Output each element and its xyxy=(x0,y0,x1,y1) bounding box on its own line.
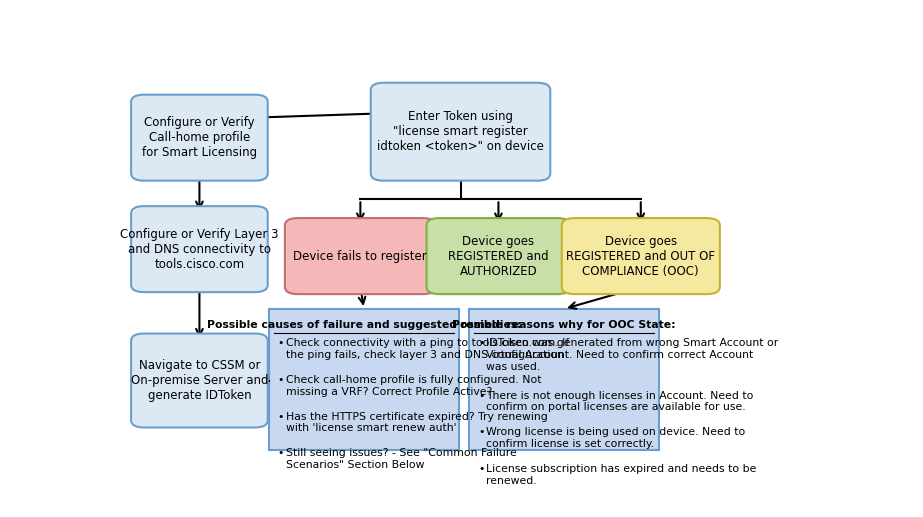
Text: Device goes
REGISTERED and
AUTHORIZED: Device goes REGISTERED and AUTHORIZED xyxy=(449,235,549,278)
FancyBboxPatch shape xyxy=(131,206,268,292)
FancyBboxPatch shape xyxy=(131,333,268,428)
Text: License subscription has expired and needs to be
renewed.: License subscription has expired and nee… xyxy=(485,464,756,485)
FancyBboxPatch shape xyxy=(562,218,720,294)
Text: •: • xyxy=(278,448,284,458)
FancyBboxPatch shape xyxy=(371,83,550,180)
Text: •: • xyxy=(278,375,284,385)
FancyBboxPatch shape xyxy=(131,95,268,180)
Text: Configure or Verify Layer 3
and DNS connectivity to
tools.cisco.com: Configure or Verify Layer 3 and DNS conn… xyxy=(120,227,279,270)
Text: Check call-home profile is fully configured. Not
missing a VRF? Correct Profile : Check call-home profile is fully configu… xyxy=(285,375,541,397)
FancyBboxPatch shape xyxy=(426,218,570,294)
FancyBboxPatch shape xyxy=(470,309,659,450)
Text: •: • xyxy=(478,428,485,437)
Text: Check connectivity with a ping to tools.cisco.com. If
the ping fails, check laye: Check connectivity with a ping to tools.… xyxy=(285,338,569,360)
Text: Device fails to register: Device fails to register xyxy=(294,250,427,263)
Text: •: • xyxy=(278,338,284,348)
Text: Wrong license is being used on device. Need to
confirm license is set correctly.: Wrong license is being used on device. N… xyxy=(485,428,745,449)
Text: IDToken was generated from wrong Smart Account or
Virtual Account. Need to confi: IDToken was generated from wrong Smart A… xyxy=(485,338,778,372)
FancyBboxPatch shape xyxy=(270,309,459,450)
Text: •: • xyxy=(478,464,485,474)
Text: •: • xyxy=(478,391,485,401)
Text: Possible reasons why for OOC State:: Possible reasons why for OOC State: xyxy=(452,320,676,330)
Text: Still seeing issues? - See "Common Failure
Scenarios" Section Below: Still seeing issues? - See "Common Failu… xyxy=(285,448,516,470)
FancyBboxPatch shape xyxy=(285,218,436,294)
Text: Has the HTTPS certificate expired? Try renewing
with 'license smart renew auth': Has the HTTPS certificate expired? Try r… xyxy=(285,412,547,433)
Text: There is not enough licenses in Account. Need to
confirm on portal licenses are : There is not enough licenses in Account.… xyxy=(485,391,753,413)
Text: Enter Token using
"license smart register
idtoken <token>" on device: Enter Token using "license smart registe… xyxy=(378,110,544,153)
Text: •: • xyxy=(478,338,485,348)
Text: Navigate to CSSM or
On-premise Server and
generate IDToken: Navigate to CSSM or On-premise Server an… xyxy=(131,359,269,402)
Text: Device goes
REGISTERED and OUT OF
COMPLIANCE (OOC): Device goes REGISTERED and OUT OF COMPLI… xyxy=(567,235,715,278)
Text: •: • xyxy=(278,412,284,421)
Text: Possible causes of failure and suggested remedies:: Possible causes of failure and suggested… xyxy=(207,320,521,330)
Text: Configure or Verify
Call-home profile
for Smart Licensing: Configure or Verify Call-home profile fo… xyxy=(142,116,257,159)
